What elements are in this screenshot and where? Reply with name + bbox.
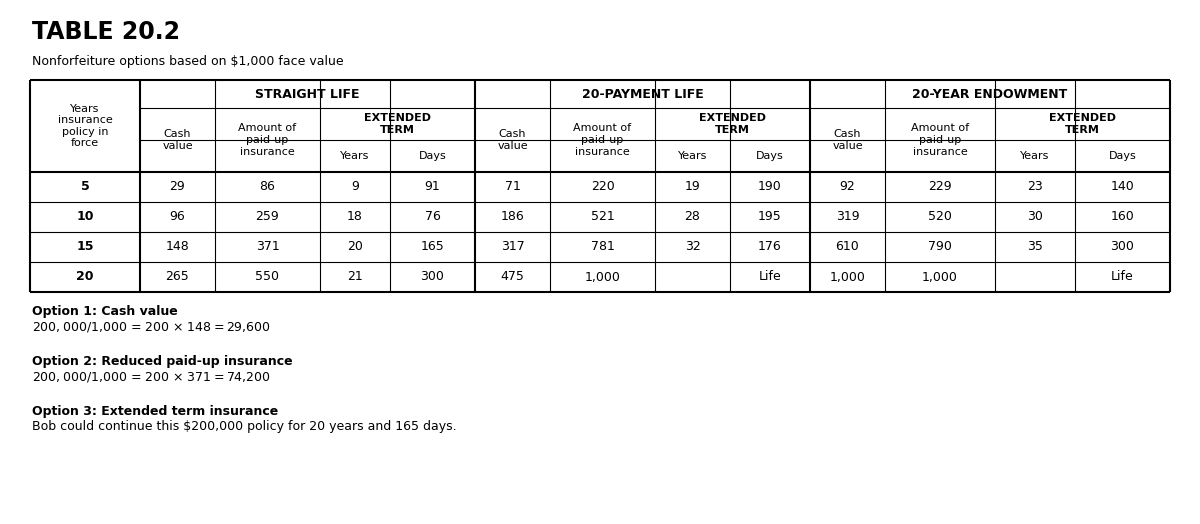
Text: 1,000: 1,000 [922, 270, 958, 283]
Text: 475: 475 [500, 270, 524, 283]
Text: 319: 319 [835, 211, 859, 224]
Text: Option 1: Cash value: Option 1: Cash value [32, 305, 178, 318]
Text: 9: 9 [352, 180, 359, 193]
Text: Years
insurance
policy in
force: Years insurance policy in force [58, 104, 113, 148]
Text: 91: 91 [425, 180, 440, 193]
Text: EXTENDED
TERM: EXTENDED TERM [1049, 113, 1116, 135]
Text: 18: 18 [347, 211, 362, 224]
Text: 23: 23 [1027, 180, 1043, 193]
Text: 220: 220 [590, 180, 614, 193]
Text: 92: 92 [840, 180, 856, 193]
Text: 371: 371 [256, 241, 280, 254]
Text: 1,000: 1,000 [829, 270, 865, 283]
Text: Days: Days [1109, 151, 1136, 161]
Text: 317: 317 [500, 241, 524, 254]
Text: 190: 190 [758, 180, 782, 193]
Text: 71: 71 [504, 180, 521, 193]
Text: Cash
value: Cash value [497, 129, 528, 151]
Text: 21: 21 [347, 270, 362, 283]
Text: 300: 300 [1110, 241, 1134, 254]
Text: 781: 781 [590, 241, 614, 254]
Text: Years: Years [678, 151, 707, 161]
Text: Option 3: Extended term insurance: Option 3: Extended term insurance [32, 405, 278, 418]
Text: Years: Years [341, 151, 370, 161]
Text: 20: 20 [347, 241, 362, 254]
Text: Years: Years [1020, 151, 1050, 161]
Text: 20-YEAR ENDOWMENT: 20-YEAR ENDOWMENT [912, 88, 1068, 101]
Text: 229: 229 [928, 180, 952, 193]
Text: 160: 160 [1111, 211, 1134, 224]
Text: 29: 29 [169, 180, 185, 193]
Text: Bob could continue this $200,000 policy for 20 years and 165 days.: Bob could continue this $200,000 policy … [32, 420, 457, 433]
Text: 265: 265 [166, 270, 190, 283]
Text: 521: 521 [590, 211, 614, 224]
Text: 30: 30 [1027, 211, 1043, 224]
Text: 35: 35 [1027, 241, 1043, 254]
Text: 610: 610 [835, 241, 859, 254]
Text: 28: 28 [684, 211, 701, 224]
Text: 19: 19 [685, 180, 701, 193]
Text: Days: Days [419, 151, 446, 161]
Text: STRAIGHT LIFE: STRAIGHT LIFE [256, 88, 360, 101]
Text: 96: 96 [169, 211, 185, 224]
Text: 140: 140 [1111, 180, 1134, 193]
Text: 15: 15 [77, 241, 94, 254]
Text: 86: 86 [259, 180, 276, 193]
Text: Option 2: Reduced paid-up insurance: Option 2: Reduced paid-up insurance [32, 355, 293, 368]
Text: 20: 20 [77, 270, 94, 283]
Text: 259: 259 [256, 211, 280, 224]
Text: Cash
value: Cash value [832, 129, 863, 151]
Text: Nonforfeiture options based on $1,000 face value: Nonforfeiture options based on $1,000 fa… [32, 55, 343, 68]
Text: 20-PAYMENT LIFE: 20-PAYMENT LIFE [582, 88, 703, 101]
Text: EXTENDED
TERM: EXTENDED TERM [698, 113, 766, 135]
Text: 176: 176 [758, 241, 782, 254]
Text: Amount of
paid-up
insurance: Amount of paid-up insurance [911, 123, 970, 157]
Text: 1,000: 1,000 [584, 270, 620, 283]
Text: 32: 32 [685, 241, 701, 254]
Text: 76: 76 [425, 211, 440, 224]
Text: 10: 10 [77, 211, 94, 224]
Text: Days: Days [756, 151, 784, 161]
Text: 5: 5 [80, 180, 89, 193]
Text: Cash
value: Cash value [162, 129, 193, 151]
Text: Life: Life [1111, 270, 1134, 283]
Text: 790: 790 [928, 241, 952, 254]
Text: Life: Life [758, 270, 781, 283]
Text: TABLE 20.2: TABLE 20.2 [32, 20, 180, 44]
Text: $200,000/$1,000 = 200 × $371 = $74,200: $200,000/$1,000 = 200 × $371 = $74,200 [32, 370, 271, 384]
Text: EXTENDED
TERM: EXTENDED TERM [364, 113, 431, 135]
Text: Amount of
paid-up
insurance: Amount of paid-up insurance [574, 123, 631, 157]
Text: $200,000/$1,000 = 200 × $148 = $29,600: $200,000/$1,000 = 200 × $148 = $29,600 [32, 320, 271, 334]
Text: 165: 165 [421, 241, 444, 254]
Text: 300: 300 [420, 270, 444, 283]
Text: 186: 186 [500, 211, 524, 224]
Text: Amount of
paid-up
insurance: Amount of paid-up insurance [239, 123, 296, 157]
Text: 520: 520 [928, 211, 952, 224]
Text: 550: 550 [256, 270, 280, 283]
Text: 195: 195 [758, 211, 782, 224]
Text: 148: 148 [166, 241, 190, 254]
